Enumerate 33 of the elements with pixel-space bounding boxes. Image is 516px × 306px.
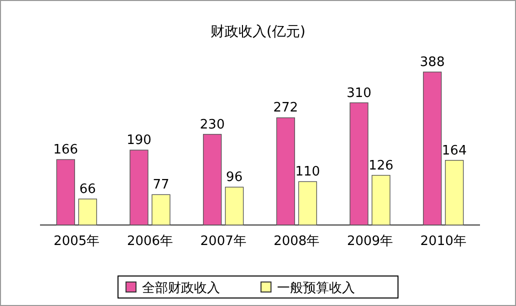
bar <box>350 102 368 226</box>
legend-label: 全部财政收入 <box>142 281 220 296</box>
x-tick-label: 2006年 <box>126 234 174 249</box>
bar <box>78 198 98 226</box>
x-tick-label: 2005年 <box>54 234 100 249</box>
bar <box>56 159 76 226</box>
data-label: 66 <box>79 182 96 197</box>
bar <box>130 150 148 226</box>
data-label: 77 <box>152 178 170 193</box>
legend-label: 一般预算收入 <box>277 281 355 296</box>
bar <box>152 194 170 226</box>
data-label: 110 <box>295 164 320 180</box>
bar <box>372 174 390 226</box>
data-label: 190 <box>126 133 152 148</box>
data-label: 230 <box>200 117 225 132</box>
bar <box>422 72 442 226</box>
x-tick-label: 2010年 <box>420 234 466 249</box>
bar <box>276 117 296 226</box>
data-label: 166 <box>53 142 78 158</box>
bar <box>298 181 318 226</box>
data-label: 388 <box>420 55 445 70</box>
data-label: 272 <box>273 100 298 116</box>
chart-title: 财政收入(亿元) <box>210 24 306 40</box>
x-tick-label: 2009年 <box>346 234 394 249</box>
x-tick-label: 2007年 <box>200 234 246 249</box>
bar <box>224 186 244 226</box>
data-label: 164 <box>442 143 467 158</box>
bar <box>202 134 222 226</box>
bar <box>444 160 464 226</box>
data-label: 310 <box>346 86 372 101</box>
data-label: 96 <box>226 170 243 186</box>
x-tick-label: 2008年 <box>274 234 320 249</box>
data-label: 126 <box>368 158 394 174</box>
